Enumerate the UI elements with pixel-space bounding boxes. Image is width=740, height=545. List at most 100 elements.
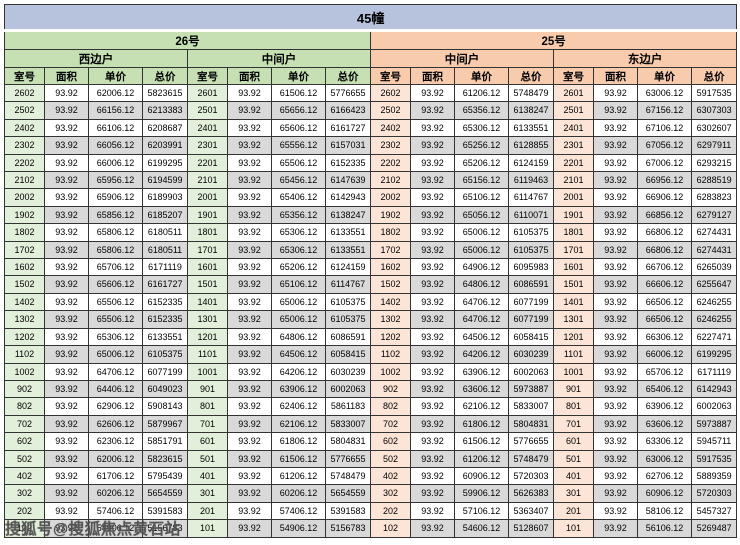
cell-room: 2101 bbox=[553, 171, 594, 190]
cell-room: 1601 bbox=[553, 258, 594, 277]
cell-total-price: 6110071 bbox=[508, 205, 554, 225]
cell-unit-price: 62906.12 bbox=[88, 397, 143, 416]
cell-total-price: 6105375 bbox=[508, 223, 554, 242]
col-total-price-header: 总价 bbox=[508, 67, 554, 85]
cell-unit-price: 64806.12 bbox=[454, 275, 509, 294]
cell-area: 93.92 bbox=[593, 83, 638, 103]
cell-area: 93.92 bbox=[410, 310, 455, 329]
cell-room: 2201 bbox=[553, 153, 594, 173]
cell-total-price: 5973887 bbox=[690, 414, 738, 434]
cell-room: 1102 bbox=[4, 345, 45, 364]
cell-unit-price: 66806.12 bbox=[637, 240, 692, 260]
cell-area: 93.92 bbox=[410, 519, 455, 538]
cell-area: 93.92 bbox=[44, 292, 89, 312]
cell-area: 93.92 bbox=[227, 275, 272, 294]
cell-unit-price: 61706.12 bbox=[88, 466, 143, 486]
cell-unit-price: 54906.12 bbox=[271, 519, 326, 538]
cell-area: 93.92 bbox=[593, 466, 638, 486]
cell-total-price: 6077199 bbox=[508, 292, 554, 312]
price-table: 45幢 26号 25号 西边户 中间户 中间户 东边户 室号 面积 单价 总价 … bbox=[3, 4, 738, 538]
cell-unit-price: 65606.12 bbox=[271, 118, 326, 138]
cell-area: 93.92 bbox=[227, 258, 272, 277]
cell-unit-price: 62406.12 bbox=[271, 397, 326, 416]
cell-room: 1901 bbox=[553, 205, 594, 225]
cell-total-price: 6152335 bbox=[325, 153, 371, 173]
cell-area: 93.92 bbox=[44, 379, 89, 399]
cell-room: 301 bbox=[553, 484, 594, 503]
cell-area: 93.92 bbox=[593, 292, 638, 312]
col-area-header: 面积 bbox=[44, 67, 89, 85]
cell-unit-price: 67056.12 bbox=[637, 136, 692, 155]
cell-room: 2102 bbox=[4, 171, 45, 190]
cell-room: 2601 bbox=[553, 83, 594, 103]
cell-unit-price: 61806.12 bbox=[271, 432, 326, 451]
cell-area: 93.92 bbox=[227, 345, 272, 364]
col-room-header: 室号 bbox=[553, 67, 594, 85]
cell-room: 202 bbox=[370, 501, 411, 521]
cell-area: 93.92 bbox=[410, 83, 455, 103]
cell-unit-price: 65006.12 bbox=[88, 345, 143, 364]
cell-room: 602 bbox=[370, 432, 411, 451]
cell-unit-price: 66106.12 bbox=[88, 118, 143, 138]
cell-area: 93.92 bbox=[410, 101, 455, 120]
cell-area: 93.92 bbox=[593, 240, 638, 260]
cell-unit-price: 64406.12 bbox=[88, 379, 143, 399]
cell-area: 93.92 bbox=[227, 153, 272, 173]
cell-area: 93.92 bbox=[593, 188, 638, 207]
cell-total-price: 6274431 bbox=[690, 240, 738, 260]
cell-total-price: 6142943 bbox=[690, 379, 738, 399]
cell-area: 93.92 bbox=[410, 153, 455, 173]
table-row: 1602 93.92 65706.12 6171119 1601 93.92 65206.1… bbox=[4, 258, 738, 277]
cell-total-price: 6128855 bbox=[508, 136, 554, 155]
cell-room: 102 bbox=[370, 519, 411, 538]
cell-total-price: 6077199 bbox=[142, 362, 188, 381]
cell-area: 93.92 bbox=[410, 362, 455, 381]
cell-unit-price: 56106.12 bbox=[637, 519, 692, 538]
cell-total-price: 6180511 bbox=[142, 223, 188, 242]
watermark-text: 搜狐号@搜狐焦点黄石站 bbox=[5, 521, 181, 538]
cell-unit-price: 59906.12 bbox=[454, 484, 509, 503]
cell-area: 93.92 bbox=[44, 118, 89, 138]
cell-area: 93.92 bbox=[410, 223, 455, 242]
cell-total-price: 6288519 bbox=[690, 171, 738, 190]
cell-area: 93.92 bbox=[227, 83, 272, 103]
col-total-price-header: 总价 bbox=[690, 67, 738, 85]
cell-total-price: 6114767 bbox=[325, 275, 371, 294]
cell-room: 502 bbox=[370, 449, 411, 468]
cell-area: 93.92 bbox=[410, 501, 455, 521]
cell-room: 2502 bbox=[370, 101, 411, 120]
cell-area: 93.92 bbox=[593, 258, 638, 277]
cell-total-price: 6138247 bbox=[325, 205, 371, 225]
cell-total-price: 5776655 bbox=[325, 83, 371, 103]
cell-room: 2202 bbox=[370, 153, 411, 173]
cell-area: 93.92 bbox=[227, 449, 272, 468]
cell-room: 802 bbox=[370, 397, 411, 416]
cell-total-price: 6030239 bbox=[508, 345, 554, 364]
cell-total-price: 6283823 bbox=[690, 188, 738, 207]
cell-room: 1501 bbox=[553, 275, 594, 294]
cell-area: 93.92 bbox=[227, 519, 272, 538]
cell-room: 1401 bbox=[187, 292, 228, 312]
cell-total-price: 5269487 bbox=[690, 519, 738, 538]
cell-total-price: 6171119 bbox=[690, 362, 738, 381]
cell-room: 2001 bbox=[187, 188, 228, 207]
cell-area: 93.92 bbox=[44, 362, 89, 381]
cell-total-price: 6293215 bbox=[690, 153, 738, 173]
cell-total-price: 5654559 bbox=[325, 484, 371, 503]
cell-room: 1402 bbox=[4, 292, 45, 312]
cell-unit-price: 62106.12 bbox=[271, 414, 326, 434]
cell-unit-price: 63006.12 bbox=[637, 449, 692, 468]
building-row: 26号 25号 bbox=[4, 30, 738, 50]
cell-area: 93.92 bbox=[44, 397, 89, 416]
cell-total-price: 6114767 bbox=[508, 188, 554, 207]
cell-area: 93.92 bbox=[227, 484, 272, 503]
cell-unit-price: 65506.12 bbox=[88, 292, 143, 312]
cell-total-price: 5748479 bbox=[325, 466, 371, 486]
cell-total-price: 6147639 bbox=[325, 171, 371, 190]
cell-room: 2102 bbox=[370, 171, 411, 190]
cell-total-price: 6227471 bbox=[690, 327, 738, 347]
cell-area: 93.92 bbox=[410, 188, 455, 207]
table-row: 1502 93.92 65606.12 6161727 1501 93.92 65106.1… bbox=[4, 275, 738, 294]
cell-total-price: 5804831 bbox=[325, 432, 371, 451]
cell-area: 93.92 bbox=[227, 136, 272, 155]
